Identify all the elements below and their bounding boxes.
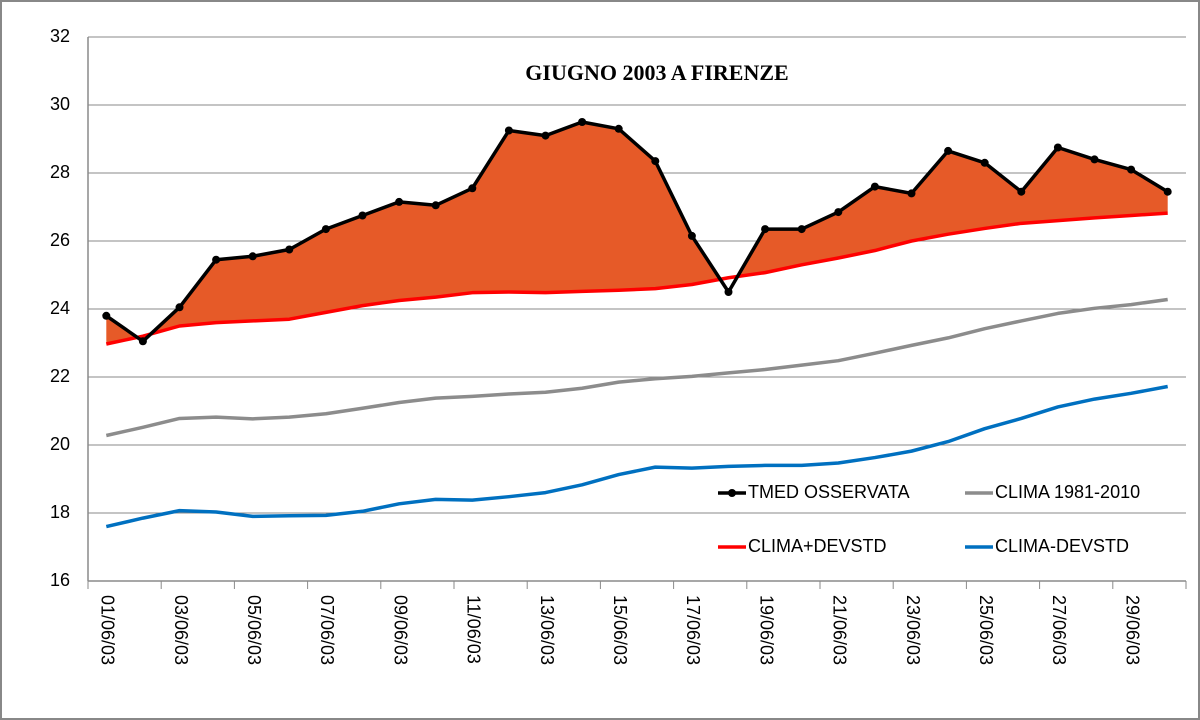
x-tick-label: 17/06/03 — [683, 595, 703, 665]
legend-marker — [728, 489, 736, 497]
y-tick-label: 30 — [50, 94, 70, 114]
marker — [614, 124, 623, 133]
y-tick-label: 28 — [50, 162, 70, 182]
anomaly-area — [106, 122, 1168, 345]
marker — [761, 225, 770, 234]
x-tick-label: 19/06/03 — [756, 595, 776, 665]
marker — [724, 288, 733, 296]
legend-label: CLIMA 1981-2010 — [995, 482, 1140, 502]
plot-area: 16 18 20 22 24 26 28 30 32 01/06/03 03/06/03 05/06/… — [50, 26, 1187, 665]
marker — [285, 245, 294, 254]
x-tick-label: 27/06/03 — [1049, 595, 1069, 665]
marker — [1127, 165, 1136, 174]
series-line — [105, 120, 1169, 344]
y-tick-label: 22 — [50, 366, 70, 386]
y-tick-label: 18 — [50, 502, 70, 522]
y-tick-label: 32 — [50, 26, 70, 46]
x-tick-label: 29/06/03 — [1122, 595, 1142, 665]
marker — [541, 131, 550, 140]
marker — [870, 182, 879, 191]
marker — [138, 337, 147, 346]
chart-title: GIUGNO 2003 A FIRENZE — [525, 60, 788, 85]
y-tick-label: 24 — [50, 298, 70, 318]
x-tick-label: 11/06/03 — [464, 595, 484, 664]
marker — [504, 126, 513, 135]
x-tick-label: 23/06/03 — [903, 595, 923, 665]
x-tick-label: 01/06/03 — [98, 595, 118, 665]
marker — [431, 201, 440, 210]
marker — [1017, 187, 1026, 196]
legend-label: CLIMA+DEVSTD — [748, 536, 887, 556]
x-tick-label: 21/06/03 — [830, 595, 850, 665]
marker — [175, 303, 184, 312]
x-tick-label: 13/06/03 — [537, 595, 557, 665]
marker — [907, 189, 916, 198]
marker — [395, 197, 404, 206]
marker — [687, 231, 696, 240]
marker — [212, 255, 221, 264]
marker — [321, 225, 330, 234]
x-tick-label: 09/06/03 — [390, 595, 410, 665]
marker — [834, 208, 843, 217]
series-line — [105, 211, 1168, 346]
marker — [358, 211, 367, 220]
marker — [797, 225, 806, 234]
marker — [651, 157, 660, 166]
y-tick-label: 16 — [50, 570, 70, 590]
marker — [248, 252, 257, 261]
x-tick-label: 07/06/03 — [317, 595, 337, 665]
y-tick-label: 26 — [50, 230, 70, 250]
y-tick-label: 20 — [50, 434, 70, 454]
series-line — [105, 297, 1168, 438]
marker — [102, 311, 111, 320]
marker — [1053, 143, 1062, 152]
x-tick-label: 15/06/03 — [610, 595, 630, 665]
legend-label: TMED OSSERVATA — [748, 482, 910, 502]
marker — [980, 158, 989, 167]
marker — [578, 118, 587, 126]
marker — [1090, 155, 1099, 164]
x-tick-label: 05/06/03 — [244, 595, 264, 665]
x-tick-label: 03/06/03 — [171, 595, 191, 665]
series-line — [105, 384, 1169, 529]
marker — [468, 184, 477, 193]
legend-label: CLIMA-DEVSTD — [995, 536, 1129, 556]
marker — [1163, 187, 1172, 196]
marker — [944, 146, 953, 155]
x-tick-label: 25/06/03 — [976, 595, 996, 665]
